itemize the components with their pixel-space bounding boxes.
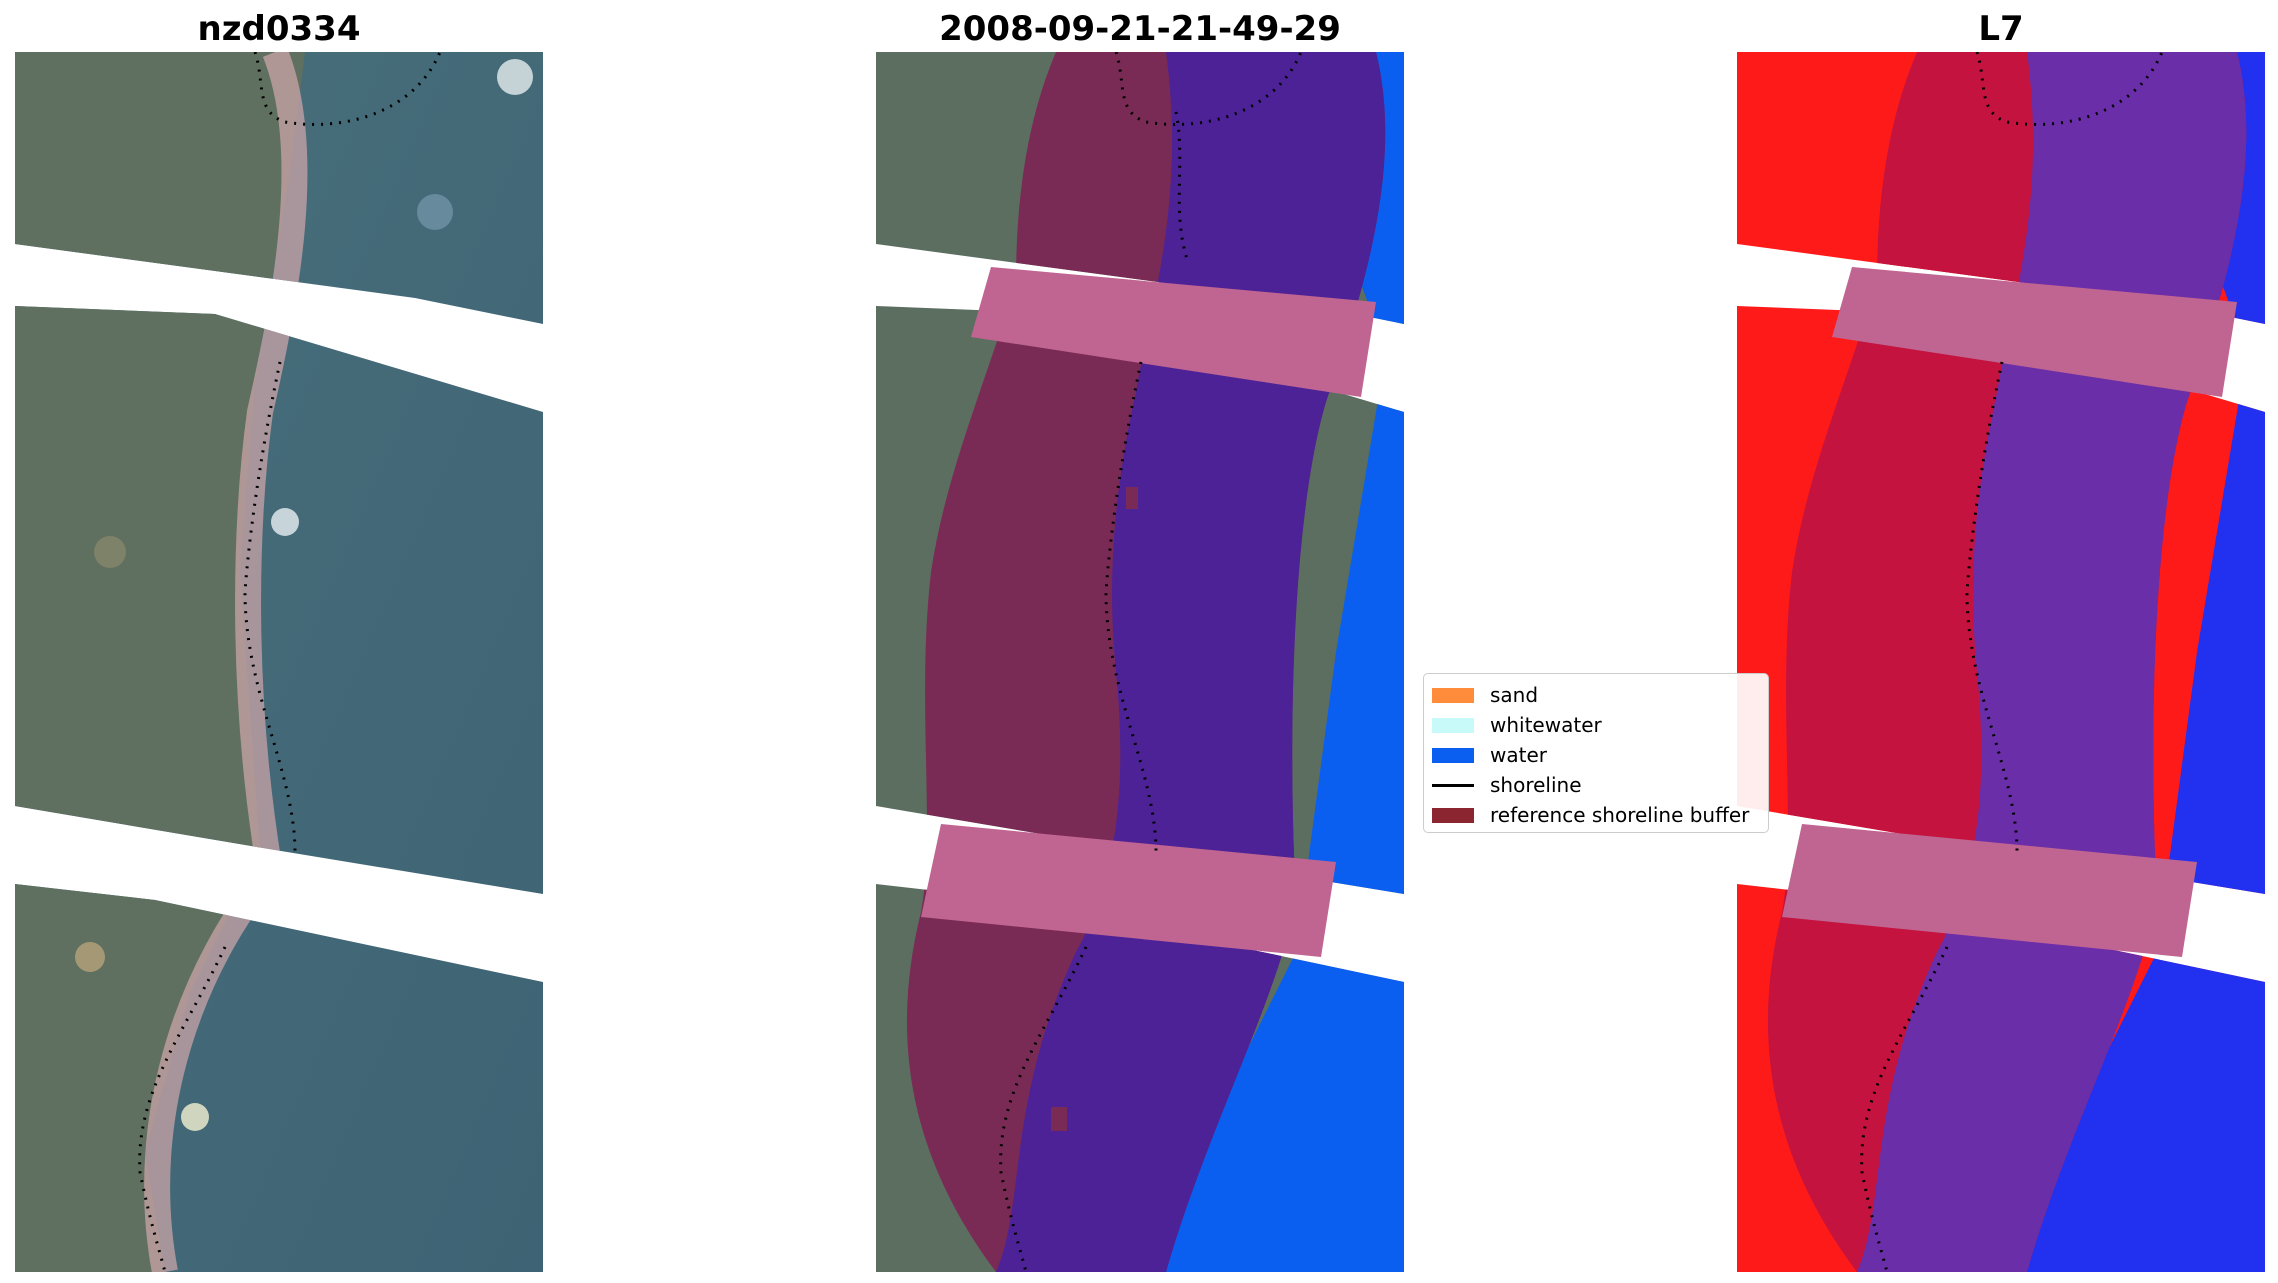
legend-item-sand: sand <box>1432 682 1538 708</box>
sand-swatch <box>1432 687 1474 703</box>
legend-item-whitewater: whitewater <box>1432 712 1602 738</box>
legend-label: shoreline <box>1490 773 1582 797</box>
water-swatch <box>1432 747 1474 763</box>
legend-label: reference shoreline buffer <box>1490 803 1750 827</box>
index-image-panel <box>1737 52 2265 1272</box>
legend: sand whitewater water shoreline referenc… <box>1423 673 1769 833</box>
title-rgb: nzd0334 <box>197 9 361 49</box>
reference-buffer-swatch <box>1432 807 1474 823</box>
shoreline-line-swatch <box>1432 783 1474 787</box>
legend-label: whitewater <box>1490 713 1602 737</box>
legend-item-water: water <box>1432 742 1547 768</box>
legend-label: water <box>1490 743 1547 767</box>
title-satellite: L7 <box>1978 9 2024 49</box>
legend-label: sand <box>1490 683 1539 707</box>
title-date: 2008-09-21-21-49-29 <box>939 9 1341 49</box>
legend-item-reference-shoreline-buffer: reference shoreline buffer <box>1432 802 1749 828</box>
legend-item-shoreline: shoreline <box>1432 772 1582 798</box>
whitewater-swatch <box>1432 717 1474 733</box>
classified-image-panel <box>876 52 1404 1272</box>
rgb-image-panel <box>15 52 543 1272</box>
